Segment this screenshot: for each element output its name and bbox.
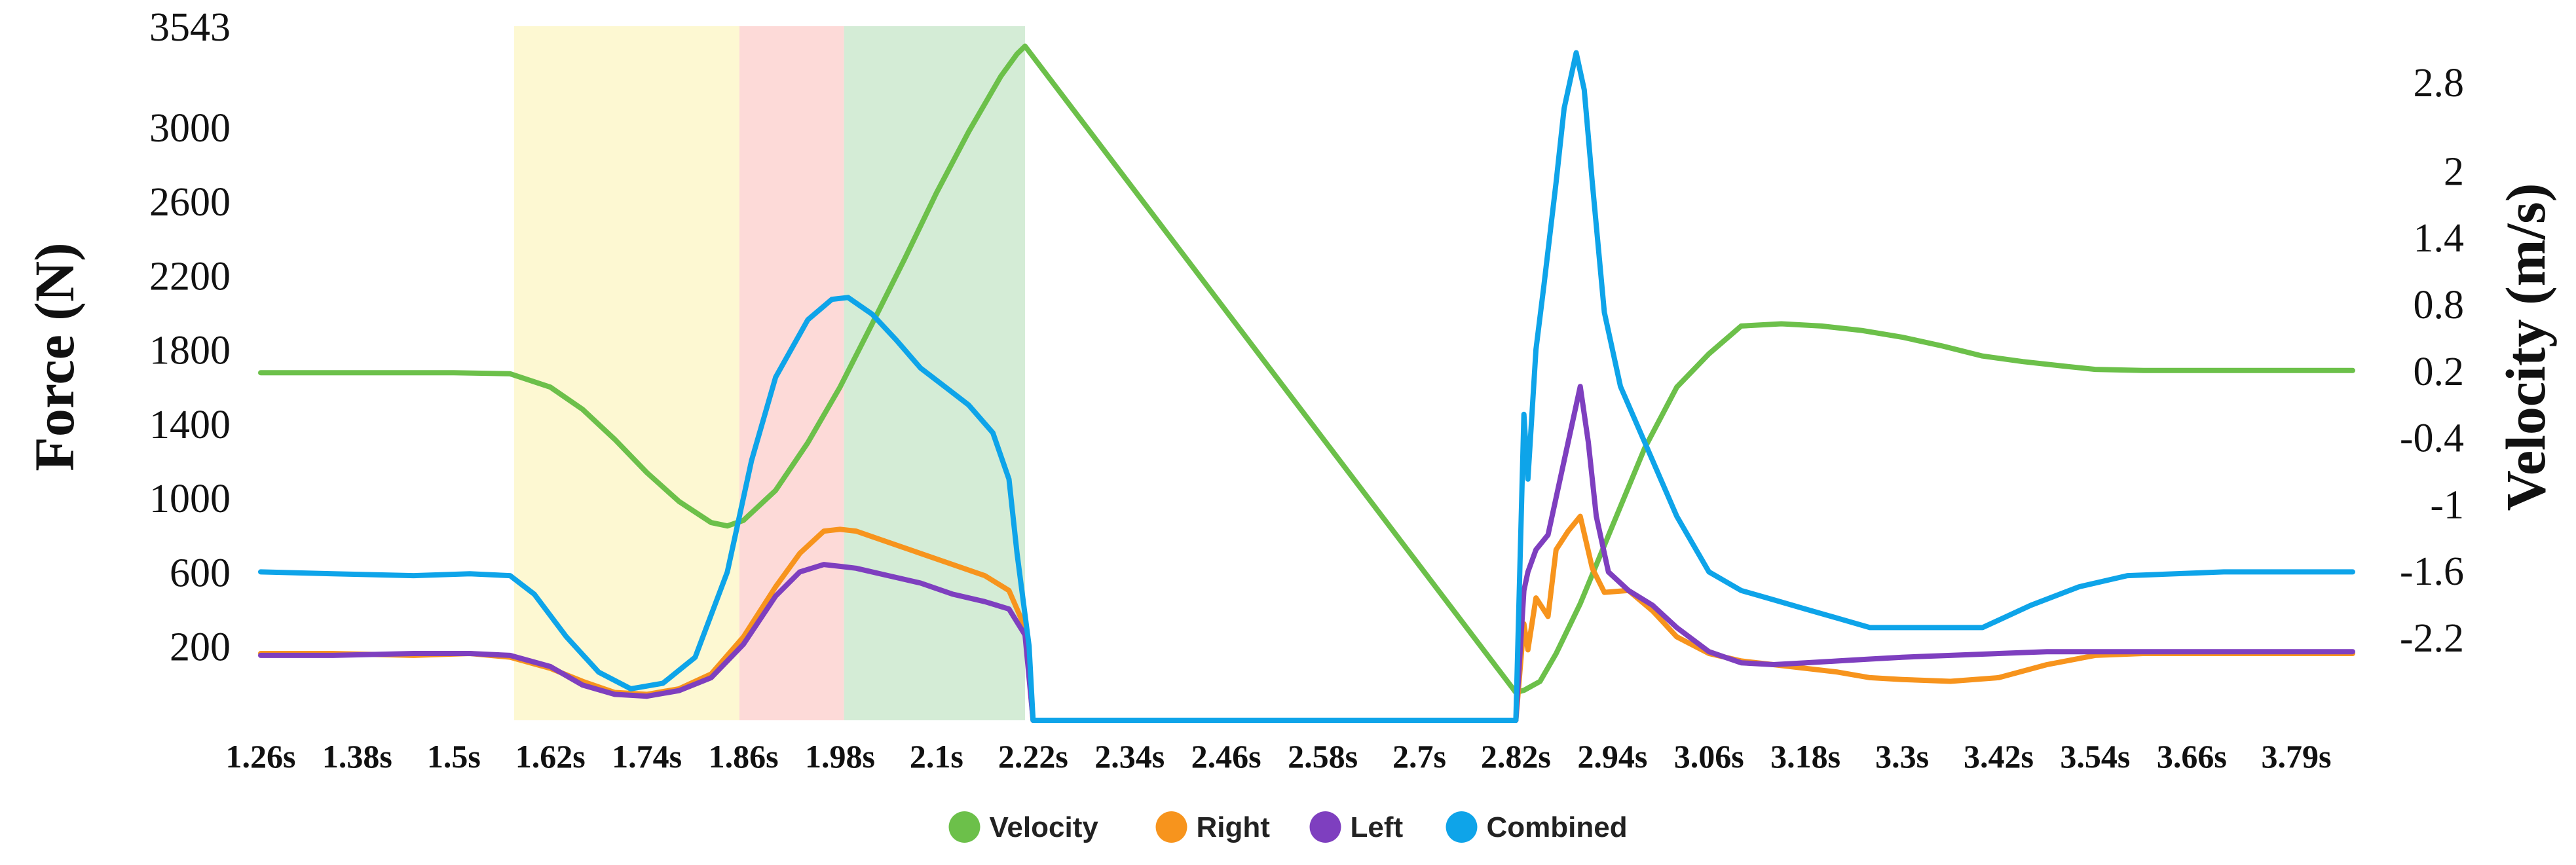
right-tick-label: 0.8	[2414, 283, 2465, 327]
x-tick-label: 2.7s	[1392, 738, 1446, 775]
x-tick-label: 2.34s	[1094, 738, 1165, 775]
x-tick-label: 3.54s	[2060, 738, 2130, 775]
x-tick-label: 3.79s	[2262, 738, 2332, 775]
series-line-combined	[258, 50, 2355, 723]
legend-label-left: Left	[1351, 811, 1404, 843]
x-tick-label: 3.18s	[1770, 738, 1840, 775]
left-tick-label: 2200	[149, 254, 231, 299]
x-axis-ticks: 1.26s 1.38s 1.5s 1.62s 1.74s 1.86s 1.98s 2.1s 2.…	[226, 738, 2332, 775]
x-tick-label: 3.3s	[1875, 738, 1929, 775]
left-tick-label: 200	[170, 625, 231, 670]
legend-marker-combined	[1446, 811, 1478, 843]
x-tick-label: 3.06s	[1674, 738, 1744, 775]
phase-bands	[513, 26, 1026, 720]
left-tick-label: 3000	[149, 106, 231, 151]
legend-label-velocity: Velocity	[990, 811, 1099, 843]
x-tick-label: 2.82s	[1481, 738, 1551, 775]
left-tick-label: 3543	[149, 5, 231, 50]
x-tick-label: 1.26s	[226, 738, 296, 775]
x-tick-label: 3.66s	[2157, 738, 2227, 775]
x-tick-label: 1.86s	[709, 738, 779, 775]
legend-marker-right	[1155, 811, 1187, 843]
series-lines	[258, 43, 2355, 723]
right-tick-label: -1	[2430, 483, 2464, 527]
phase-band-1	[513, 26, 739, 720]
x-tick-label: 2.1s	[910, 738, 963, 775]
x-tick-label: 2.46s	[1191, 738, 1261, 775]
right-tick-label: -0.4	[2400, 416, 2464, 461]
legend: Velocity Right Left Combined	[948, 811, 1628, 843]
left-axis-ticks: 200 600 1000 1400 1800 2200 2600 3000 3543	[149, 5, 231, 670]
right-tick-label: 0.2	[2414, 350, 2465, 394]
x-tick-label: 1.62s	[515, 738, 586, 775]
right-tick-label: -1.6	[2400, 549, 2464, 594]
legend-marker-left	[1309, 811, 1341, 843]
x-tick-label: 3.42s	[1964, 738, 2034, 775]
right-tick-label: 2.8	[2414, 61, 2465, 105]
legend-label-right: Right	[1197, 811, 1271, 843]
left-tick-label: 600	[170, 551, 231, 595]
phase-band-3	[844, 26, 1026, 720]
right-tick-label: 2	[2444, 149, 2464, 194]
right-axis-ticks: -2.2 -1.6 -1 -0.4 0.2 0.8 1.4 2 2.8	[2400, 61, 2464, 661]
x-tick-label: 1.74s	[612, 738, 682, 775]
left-tick-label: 1800	[149, 329, 231, 373]
left-tick-label: 2600	[149, 180, 231, 225]
left-axis-title: Force (N)	[23, 242, 86, 471]
legend-marker-velocity	[948, 811, 980, 843]
series-line-left	[258, 384, 2355, 723]
x-tick-label: 2.22s	[998, 738, 1068, 775]
left-tick-label: 1000	[149, 477, 231, 521]
right-tick-label: -2.2	[2400, 616, 2464, 661]
x-tick-label: 1.5s	[427, 738, 481, 775]
x-tick-label: 2.58s	[1288, 738, 1358, 775]
legend-label-combined: Combined	[1487, 811, 1628, 843]
left-tick-label: 1400	[149, 403, 231, 447]
x-tick-label: 2.94s	[1577, 738, 1647, 775]
x-tick-label: 1.38s	[322, 738, 392, 775]
right-axis-title: Velocity (m/s)	[2494, 183, 2557, 511]
phase-band-2	[739, 26, 844, 720]
x-tick-label: 1.98s	[805, 738, 875, 775]
right-tick-label: 1.4	[2414, 216, 2465, 261]
